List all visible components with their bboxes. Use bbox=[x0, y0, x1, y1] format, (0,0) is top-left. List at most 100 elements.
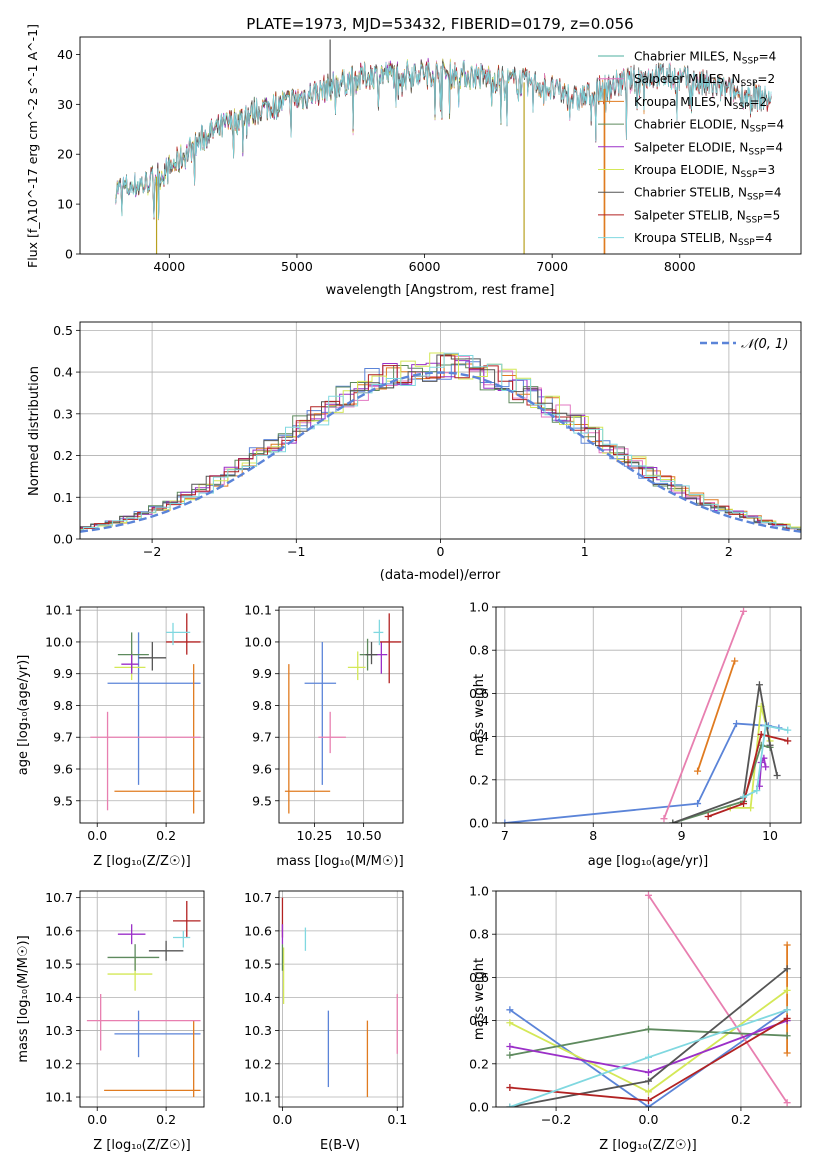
series-marker bbox=[784, 737, 792, 745]
y-tick-label: 10.1 bbox=[45, 603, 73, 618]
y-tick-label: 10.6 bbox=[244, 923, 272, 938]
y-tick-label: 20 bbox=[57, 147, 73, 162]
legend-label: Chabrier ELODIE, NSSP=4 bbox=[634, 118, 784, 135]
legend-label-suffix: =4 bbox=[759, 50, 777, 64]
y-tick-label: 0.6 bbox=[469, 686, 489, 701]
series-line bbox=[743, 724, 788, 798]
x-tick-label: 0.0 bbox=[272, 1112, 292, 1127]
ageM-xlabel: mass [log₁₀(M/M☉)] bbox=[276, 854, 403, 869]
series-marker bbox=[731, 657, 739, 665]
y-tick-label: 9.6 bbox=[252, 762, 272, 777]
series-marker bbox=[645, 1068, 652, 1076]
y-tick-label: 30 bbox=[57, 97, 73, 112]
legend-label-sub: SSP bbox=[733, 102, 750, 112]
residuals-legend: 𝒩(0, 1) bbox=[700, 337, 788, 352]
y-tick-label: 9.8 bbox=[53, 698, 73, 713]
series-marker bbox=[783, 986, 791, 994]
series-marker bbox=[506, 1103, 514, 1107]
series-marker bbox=[783, 1006, 791, 1014]
y-tick-label: 0.0 bbox=[53, 532, 73, 547]
legend-label-text: Kroupa MILES, N bbox=[634, 95, 733, 109]
error-bars bbox=[284, 613, 402, 814]
y-tick-label: 10.7 bbox=[244, 890, 272, 905]
y-tick-label: 0.5 bbox=[53, 323, 73, 338]
x-tick-label: 0 bbox=[437, 544, 445, 559]
legend-label: Salpeter STELIB, NSSP=5 bbox=[634, 208, 780, 225]
y-tick-label: 10.1 bbox=[244, 603, 272, 618]
histogram-step bbox=[80, 361, 801, 531]
series-marker bbox=[501, 819, 509, 823]
x-tick-label: 0.1 bbox=[387, 1112, 407, 1127]
legend-label-sub: SSP bbox=[738, 238, 755, 248]
axes-frame bbox=[79, 890, 205, 1108]
series-marker bbox=[773, 771, 781, 779]
series-marker bbox=[740, 800, 748, 808]
x-tick-label: 2 bbox=[725, 544, 733, 559]
x-tick-label: 9 bbox=[678, 828, 686, 843]
y-tick-label: 10.7 bbox=[45, 890, 73, 905]
x-tick-label: 10.25 bbox=[297, 828, 333, 843]
x-tick-label: −0.2 bbox=[541, 1112, 571, 1127]
series-marker bbox=[783, 941, 791, 949]
legend-label-text: Salpeter ELODIE, N bbox=[634, 140, 748, 154]
legend-label: Kroupa ELODIE, NSSP=3 bbox=[634, 163, 775, 180]
histogram-step bbox=[80, 352, 801, 531]
spectrum-lines bbox=[115, 39, 772, 254]
histogram-step bbox=[80, 355, 801, 531]
residuals-panel: −2 −1 0 1 2 0.0 0.1 0.2 0.3 0.4 0.5 bbox=[53, 321, 802, 559]
spectrum-title: PLATE=1973, MJD=53432, FIBERID=0179, z=0… bbox=[246, 15, 633, 33]
series-marker bbox=[645, 1053, 652, 1061]
series-marker bbox=[645, 1088, 652, 1096]
x-tick-label: 10.50 bbox=[346, 828, 382, 843]
age-vs-metallicity-panel: 0.0 0.2 9.5 9.6 9.7 9.8 9.9 10.0 10.1 bbox=[45, 603, 205, 843]
x-tick-label: 0.0 bbox=[639, 1112, 659, 1127]
series-marker bbox=[506, 1019, 514, 1027]
histograms bbox=[80, 352, 801, 533]
series-marker bbox=[766, 741, 774, 749]
series-marker bbox=[783, 1099, 791, 1107]
series-line bbox=[707, 733, 788, 818]
series-marker bbox=[732, 720, 740, 728]
axes-frame bbox=[495, 890, 802, 1108]
series-marker bbox=[645, 1077, 652, 1085]
legend-label-suffix: =2 bbox=[757, 72, 775, 86]
y-tick-label: 10.4 bbox=[244, 990, 272, 1005]
series-marker bbox=[645, 1103, 652, 1107]
legend-label: Salpeter ELODIE, NSSP=4 bbox=[634, 140, 783, 157]
series-marker bbox=[740, 793, 748, 801]
y-tick-label: 9.7 bbox=[53, 730, 73, 745]
x-tick-label: 5000 bbox=[281, 259, 313, 274]
legend-label-text: Chabrier STELIB, N bbox=[634, 186, 747, 200]
y-tick-label: 0.2 bbox=[53, 448, 73, 463]
series-marker bbox=[783, 1049, 791, 1057]
axes-frame bbox=[495, 606, 802, 824]
y-tick-label: 10.2 bbox=[244, 1056, 272, 1071]
x-tick-label: 0.2 bbox=[731, 1112, 751, 1127]
y-tick-label: 10.4 bbox=[45, 990, 73, 1005]
spectrum-xlabel: wavelength [Angstrom, rest frame] bbox=[326, 283, 555, 298]
residuals-xlabel: (data-model)/error bbox=[380, 568, 501, 583]
legend-label-sub: SSP bbox=[750, 125, 767, 135]
x-tick-label: 8000 bbox=[664, 259, 696, 274]
mZ-ylabel: mass [log₁₀(M/M☉)] bbox=[16, 935, 31, 1062]
y-tick-label: 10.6 bbox=[45, 923, 73, 938]
legend-label-sub: SSP bbox=[748, 147, 765, 157]
x-tick-label: 7 bbox=[501, 828, 509, 843]
legend-label: Chabrier MILES, NSSP=4 bbox=[634, 50, 776, 67]
y-tick-label: 0.0 bbox=[469, 1100, 489, 1115]
mwAge-ylabel: mass weight bbox=[472, 674, 487, 756]
series-marker bbox=[506, 1084, 514, 1092]
histogram-step bbox=[80, 352, 801, 530]
legend-label: Kroupa STELIB, NSSP=4 bbox=[634, 231, 772, 248]
legend-label-suffix: =4 bbox=[755, 231, 773, 245]
y-tick-label: 0.2 bbox=[469, 772, 489, 787]
mass-vs-metallicity-panel: 0.0 0.2 10.1 10.2 10.3 10.4 10.5 10.6 10.7 bbox=[45, 890, 205, 1127]
legend-label: Chabrier STELIB, NSSP=4 bbox=[634, 186, 782, 203]
mwZ-ylabel: mass weight bbox=[472, 958, 487, 1040]
series-line bbox=[647, 894, 788, 1104]
legend-label: Salpeter MILES, NSSP=2 bbox=[634, 72, 775, 89]
legend-label-text: Chabrier ELODIE, N bbox=[634, 118, 750, 132]
mE-xlabel: E(B-V) bbox=[320, 1138, 360, 1153]
legend-label-sub: SSP bbox=[742, 57, 759, 67]
